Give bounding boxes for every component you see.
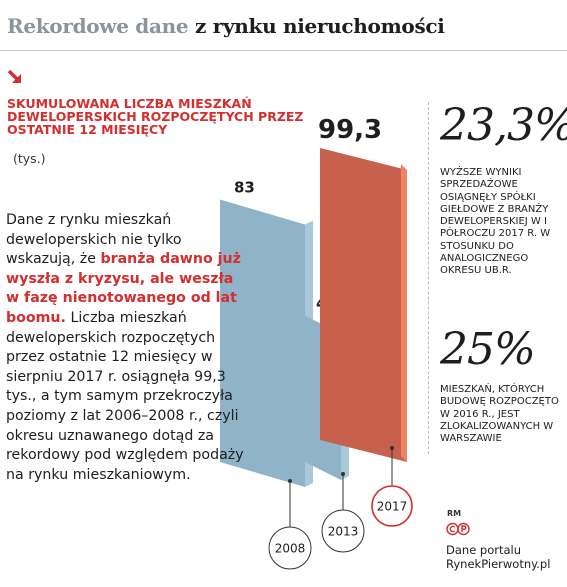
value-label-2008: 83	[234, 179, 255, 197]
arrow-down-right-icon	[7, 69, 22, 84]
source-line-2: RynekPierwotny.pl	[446, 557, 551, 571]
bar-2008	[220, 199, 305, 488]
title-part1: Rekordowe dane	[7, 14, 189, 38]
leader-dot-2013	[341, 472, 345, 476]
copyright-logo-icon	[446, 522, 470, 536]
source-note: Dane portalu RynekPierwotny.pl	[446, 543, 550, 571]
leader-dot-2008	[288, 479, 292, 483]
category-label-2008: 2008	[275, 542, 306, 556]
title-divider	[0, 50, 567, 51]
article-text-part1: Dane z rynku mieszkań deweloperskich nie…	[6, 212, 182, 268]
stat-value-1: 23,3%	[440, 100, 567, 151]
source-line-1: Dane portalu	[446, 543, 522, 557]
article-text: Dane z rynku mieszkań deweloperskich nie…	[6, 211, 246, 485]
category-label-2013: 2013	[328, 525, 359, 539]
article-text-part2: Liczba mieszkań deweloperskich rozpoczęt…	[6, 309, 244, 483]
stat-text-1: WYŻSZE WYNIKI SPRZEDAŻOWE OSIĄGNĘŁY SPÓŁ…	[440, 167, 551, 277]
stat-text-2: MIESZKAŃ, KTÓRYCH BUDOWĘ ROZPOCZĘTO W 20…	[440, 384, 559, 445]
page-title: Rekordowe dane z rynku nieruchomości	[7, 14, 445, 38]
category-circle-2017	[371, 485, 413, 527]
article-text-highlight: branża dawno już wyszła z kryzysu, ale w…	[6, 251, 241, 326]
leader-dot-2017	[390, 446, 394, 450]
author-initials: RM	[447, 509, 462, 518]
chart-unit: (tys.)	[13, 151, 46, 166]
stat-value-2: 25%	[440, 324, 536, 375]
value-label-2017: 99,3	[318, 115, 382, 145]
category-label-2017: 2017	[377, 500, 408, 514]
title-part2: z rynku nieruchomości	[188, 14, 445, 38]
chart-title: SKUMULOWANA LICZBA MIESZKAŃ DEWELOPERSKI…	[7, 96, 304, 137]
bar-2017	[320, 148, 407, 462]
category-circle-2013	[321, 509, 365, 553]
category-circle-2008	[268, 526, 312, 570]
bar-edge-2017	[401, 164, 407, 462]
sidebar-divider	[428, 102, 429, 454]
